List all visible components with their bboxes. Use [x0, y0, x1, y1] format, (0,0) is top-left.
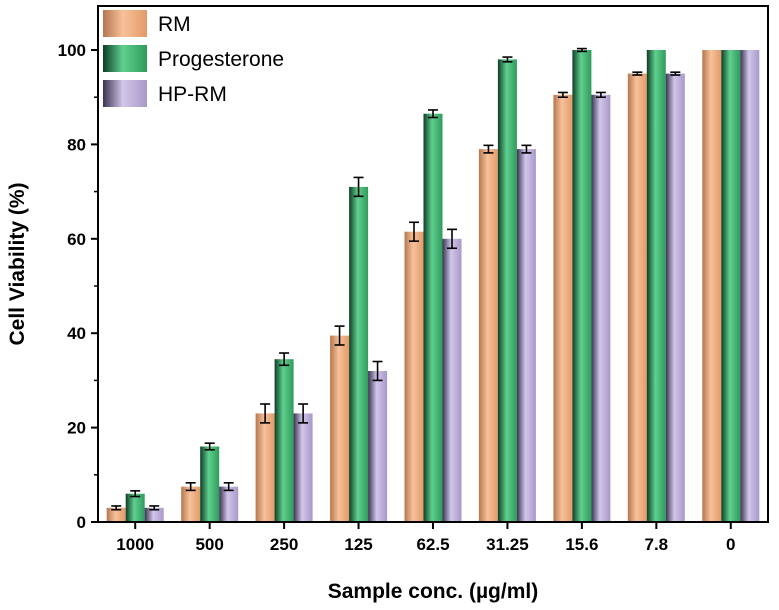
error-bar-progesterone-15-6 — [576, 47, 587, 53]
bar-progesterone-0 — [721, 50, 741, 522]
bar-hp-rm-0 — [740, 50, 760, 522]
y-axis-title: Cell Viability (%) — [6, 183, 29, 346]
legend-label-rm: RM — [158, 13, 191, 36]
error-bar-progesterone-62-5 — [428, 109, 438, 119]
bar-hp-rm-1000 — [144, 507, 164, 522]
bar-hp-rm-15-6 — [591, 94, 611, 523]
bar-rm-500 — [181, 486, 201, 522]
error-bar-progesterone-1000 — [130, 490, 141, 498]
bar-hp-rm-500 — [219, 486, 239, 522]
error-bar-hp-rm-62-5 — [447, 228, 457, 250]
legend-swatch-progesterone — [103, 45, 147, 72]
bar-progesterone-250 — [274, 359, 294, 522]
error-bar-hp-rm-1000 — [149, 505, 160, 511]
y-tick-label-0: 0 — [77, 513, 86, 532]
bar-rm-250 — [255, 413, 275, 522]
y-tick-label-40: 40 — [67, 324, 86, 343]
x-tick-label-500: 500 — [195, 535, 223, 554]
y-tick-label-20: 20 — [67, 419, 86, 438]
bar-hp-rm-31-25 — [516, 149, 536, 522]
error-bar-rm-31-25 — [483, 144, 494, 154]
legend-label-progesterone: Progesterone — [158, 48, 284, 71]
legend-label-hp-rm: HP-RM — [158, 83, 227, 106]
error-bars-layer — [111, 47, 681, 511]
x-tick-label-125: 125 — [344, 535, 372, 554]
error-bar-progesterone-250 — [279, 352, 290, 367]
legend: RM Progesterone HP-RM — [103, 10, 284, 107]
error-bar-rm-250 — [260, 403, 271, 424]
bar-hp-rm-125 — [368, 371, 388, 522]
x-tick-label-250: 250 — [270, 535, 298, 554]
y-tick-label-60: 60 — [67, 230, 86, 249]
error-bar-hp-rm-125 — [372, 360, 383, 382]
y-tick-label-80: 80 — [67, 135, 86, 154]
bar-rm-7-8 — [627, 73, 647, 522]
error-bar-hp-rm-500 — [223, 482, 234, 492]
bar-rm-62-5 — [404, 231, 424, 522]
error-bar-rm-62-5 — [409, 221, 419, 242]
bar-progesterone-62-5 — [423, 113, 443, 522]
bar-rm-1000 — [106, 507, 126, 522]
y-axis-ticks: 0 20 40 60 80 100 — [58, 41, 98, 532]
x-axis-ticks: 1000 500 250 125 62.5 31.25 15.6 7.8 0 — [116, 522, 736, 554]
x-tick-label-15-6: 15.6 — [565, 535, 598, 554]
error-bar-hp-rm-250 — [298, 403, 309, 424]
x-tick-label-1000: 1000 — [116, 535, 154, 554]
bar-progesterone-500 — [200, 446, 220, 522]
legend-swatch-hp-rm — [103, 80, 147, 107]
bar-progesterone-1000 — [125, 493, 145, 522]
bar-rm-15-6 — [553, 94, 573, 523]
x-tick-label-31-25: 31.25 — [486, 535, 529, 554]
error-bar-hp-rm-15-6 — [595, 91, 606, 98]
error-bar-progesterone-125 — [353, 176, 364, 198]
bar-rm-125 — [330, 335, 350, 522]
error-bar-rm-7-8 — [632, 71, 643, 76]
bar-hp-rm-250 — [293, 413, 313, 522]
error-bar-progesterone-31-25 — [502, 56, 513, 63]
error-bar-hp-rm-7-8 — [670, 71, 681, 76]
error-bar-rm-15-6 — [557, 91, 568, 98]
legend-swatch-rm — [103, 10, 147, 37]
error-bar-rm-125 — [334, 325, 345, 346]
bar-rm-0 — [702, 50, 722, 522]
x-tick-label-0: 0 — [726, 535, 735, 554]
error-bar-rm-500 — [185, 482, 196, 492]
bar-hp-rm-62-5 — [442, 238, 462, 523]
bar-hp-rm-7-8 — [665, 73, 685, 522]
bars-layer — [106, 50, 760, 523]
x-tick-label-62-5: 62.5 — [416, 535, 449, 554]
error-bar-progesterone-500 — [204, 442, 215, 451]
x-axis-title: Sample conc. (µg/ml) — [328, 580, 538, 603]
error-bar-hp-rm-31-25 — [521, 144, 532, 154]
x-tick-label-7-8: 7.8 — [645, 535, 669, 554]
bar-progesterone-15-6 — [572, 50, 592, 522]
bar-progesterone-31-25 — [497, 59, 517, 523]
bar-progesterone-7-8 — [646, 50, 666, 522]
error-bar-rm-1000 — [111, 505, 122, 511]
y-tick-label-100: 100 — [58, 41, 86, 60]
bar-progesterone-125 — [349, 186, 369, 522]
bar-rm-31-25 — [478, 149, 498, 522]
